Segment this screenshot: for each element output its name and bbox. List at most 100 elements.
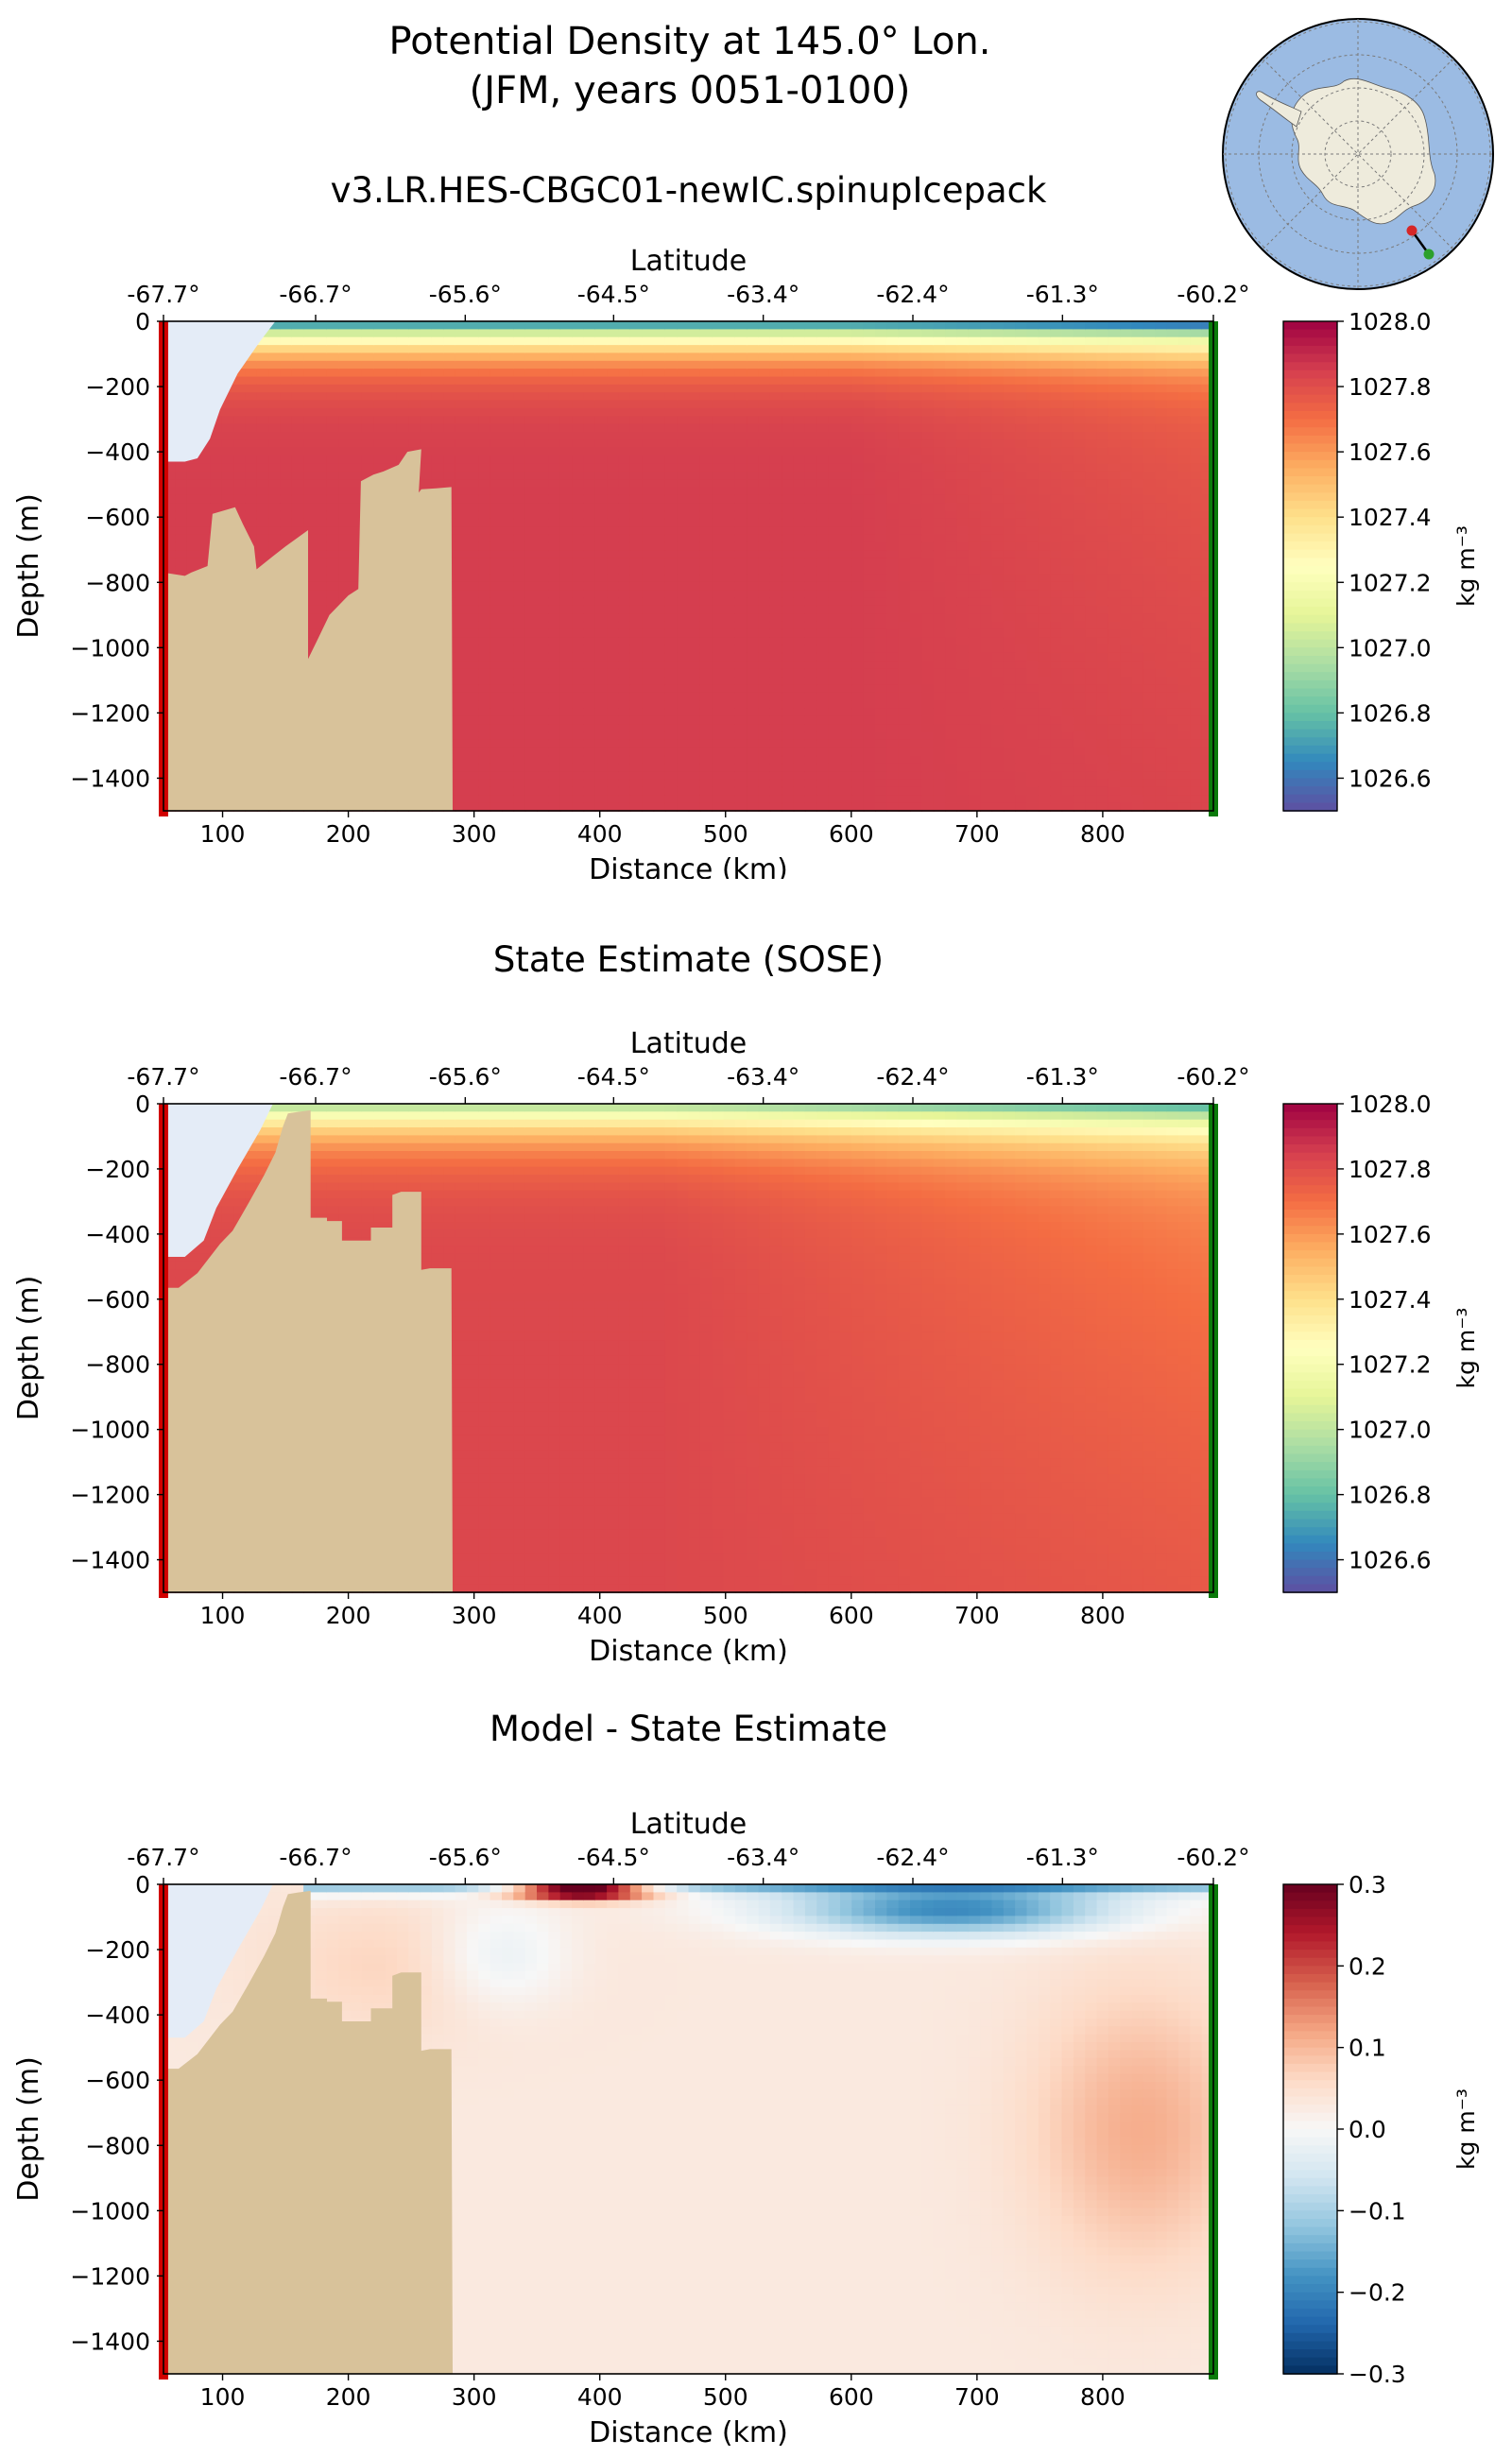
heatmap-cell <box>198 455 212 465</box>
heatmap-cell <box>898 731 911 741</box>
heatmap-cell <box>198 487 212 496</box>
heatmap-cell <box>420 423 433 433</box>
heatmap-cell <box>664 471 678 480</box>
heatmap-cell <box>1003 621 1016 630</box>
heatmap-cell <box>280 345 293 354</box>
heatmap-cell <box>723 550 736 559</box>
heatmap-cell <box>291 416 304 425</box>
heatmap-cell <box>910 613 923 623</box>
heatmap-cell <box>677 779 690 788</box>
heatmap-cell <box>303 597 317 607</box>
heatmap-cell <box>898 384 911 393</box>
heatmap-cell <box>1061 494 1074 504</box>
heatmap-cell <box>910 336 923 346</box>
heatmap-cell <box>455 597 468 607</box>
heatmap-cell <box>221 432 234 441</box>
antarctica-locator-map <box>1222 18 1494 290</box>
heatmap-cell <box>1015 503 1028 512</box>
heatmap-cell <box>933 763 946 773</box>
heatmap-cell <box>910 369 923 378</box>
heatmap-cell <box>594 541 608 552</box>
heatmap-cell <box>1085 416 1098 425</box>
heatmap-cell <box>455 566 468 576</box>
heatmap-cell <box>537 677 550 686</box>
heatmap-cell <box>688 392 701 402</box>
heatmap-cell <box>956 384 970 393</box>
heatmap-cell <box>933 558 946 567</box>
heatmap-cell <box>804 526 817 536</box>
heatmap-cell <box>956 369 970 378</box>
heatmap-cell <box>1003 771 1016 781</box>
heatmap-cell <box>677 652 690 662</box>
heatmap-cell <box>175 526 188 536</box>
heatmap-cell <box>769 708 782 717</box>
heatmap-cell <box>991 376 1005 386</box>
heatmap-cell <box>699 581 713 591</box>
heatmap-cell <box>502 661 515 670</box>
heatmap-cell <box>816 336 830 346</box>
heatmap-cell <box>1038 739 1051 748</box>
heatmap-cell <box>221 423 234 433</box>
heatmap-cell <box>490 684 503 694</box>
heatmap-cell <box>828 471 841 480</box>
heatmap-cell <box>921 677 935 686</box>
heatmap-cell <box>677 447 690 456</box>
heatmap-cell <box>537 779 550 788</box>
heatmap-cell <box>629 400 643 409</box>
heatmap-cell <box>280 463 293 472</box>
heatmap-cell <box>1096 423 1109 433</box>
heatmap-cell <box>828 463 841 472</box>
heatmap-cell <box>303 605 317 614</box>
heatmap-cell <box>712 637 725 646</box>
heatmap-cell <box>210 416 223 425</box>
heatmap-cell <box>769 455 782 465</box>
heatmap-cell <box>642 590 655 599</box>
heatmap-cell <box>572 455 585 465</box>
heatmap-cell <box>1038 400 1051 409</box>
heatmap-cell <box>898 345 911 354</box>
heatmap-cell <box>712 574 725 583</box>
heatmap-cell <box>699 510 713 520</box>
heatmap-cell <box>524 566 538 576</box>
heatmap-cell <box>559 566 573 576</box>
heatmap-cell <box>1085 684 1098 694</box>
heatmap-cell <box>513 352 526 362</box>
heatmap-cell <box>642 407 655 418</box>
heatmap-cell <box>793 345 806 354</box>
heatmap-cell <box>1015 360 1028 369</box>
heatmap-cell <box>664 755 678 765</box>
heatmap-cell <box>572 621 585 630</box>
heatmap-cell <box>629 416 643 425</box>
heatmap-cell <box>898 329 911 338</box>
heatmap-cell <box>303 518 317 528</box>
heatmap-cell <box>280 455 293 465</box>
heatmap-cell <box>910 574 923 583</box>
heatmap-cell <box>921 534 935 543</box>
heatmap-cell <box>607 503 620 512</box>
heatmap-cell <box>1026 526 1040 536</box>
heatmap-cell <box>793 407 806 418</box>
heatmap-cell <box>816 771 830 781</box>
heatmap-cell <box>723 407 736 418</box>
heatmap-cell <box>723 763 736 773</box>
heatmap-cell <box>851 677 865 686</box>
heatmap-cell <box>1038 494 1051 504</box>
heatmap-cell <box>198 479 212 489</box>
heatmap-cell <box>1038 574 1051 583</box>
heatmap-cell <box>537 644 550 654</box>
heatmap-cell <box>1050 779 1063 788</box>
heatmap-cell <box>315 369 328 378</box>
heatmap-cell <box>326 400 339 409</box>
heatmap-cell <box>816 479 830 489</box>
heatmap-cell <box>607 795 620 804</box>
heatmap-cell <box>163 479 177 489</box>
heatmap-cell <box>945 715 958 725</box>
heatmap-cell <box>1061 755 1074 765</box>
heatmap-cell <box>502 795 515 804</box>
heatmap-cell <box>1073 802 1086 812</box>
heatmap-cell <box>245 463 258 472</box>
heatmap-cell <box>502 360 515 369</box>
heatmap-cell <box>782 747 795 757</box>
heatmap-cell <box>769 494 782 504</box>
heatmap-cell <box>559 439 573 449</box>
